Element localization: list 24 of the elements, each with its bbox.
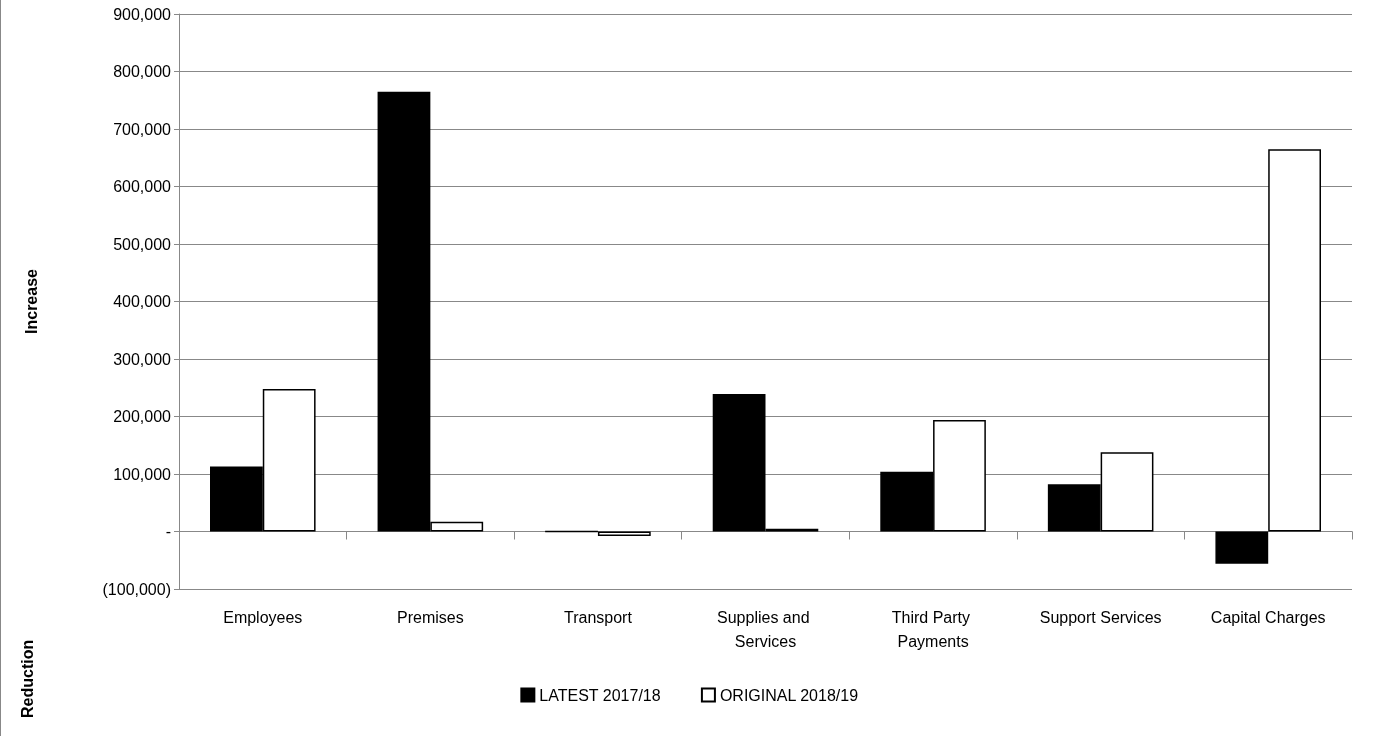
legend-label: ORIGINAL 2018/19 bbox=[719, 686, 859, 704]
y-tick-label: 300,000 bbox=[113, 350, 172, 368]
y-tick-label: - bbox=[165, 523, 171, 540]
legend-label: LATEST 2017/18 bbox=[539, 686, 661, 704]
y-tick-label: 100,000 bbox=[113, 465, 172, 483]
x-tick-label: Support Services bbox=[1039, 608, 1162, 626]
x-tick-label: Supplies and Services bbox=[717, 608, 814, 650]
x-tick-label: Third Party Payments bbox=[891, 608, 975, 650]
x-tick-label: Capital Charges bbox=[1210, 608, 1326, 626]
y-tick-label: 900,000 bbox=[113, 5, 172, 23]
text: Reduction bbox=[18, 639, 36, 718]
x-tick-label: Transport bbox=[563, 608, 633, 626]
y-tick-label: (100,000) bbox=[102, 580, 171, 598]
y-tick-label: 800,000 bbox=[113, 63, 172, 80]
y-tick-label: 500,000 bbox=[113, 235, 172, 253]
x-tick-label: Employees bbox=[223, 608, 303, 626]
y-tick-label: 700,000 bbox=[113, 120, 172, 138]
y-tick-label: 200,000 bbox=[113, 408, 172, 425]
bar bbox=[1268, 149, 1321, 532]
bar bbox=[1215, 531, 1269, 564]
y-axis-title: Increase bbox=[22, 268, 40, 334]
y-tick-label: 600,000 bbox=[113, 178, 172, 195]
y-tick-label: 400,000 bbox=[113, 293, 172, 310]
x-tick-label: Premises bbox=[397, 608, 464, 626]
